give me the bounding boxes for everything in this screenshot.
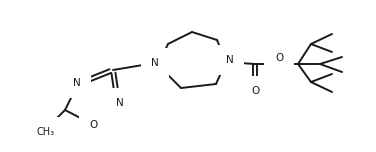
Text: N: N <box>116 98 124 108</box>
Text: CH₃: CH₃ <box>37 127 55 137</box>
Text: O: O <box>275 53 283 63</box>
Text: N: N <box>151 58 159 68</box>
Text: N: N <box>226 55 234 65</box>
Text: O: O <box>251 86 259 96</box>
Text: N: N <box>73 78 81 88</box>
Text: O: O <box>90 120 98 130</box>
